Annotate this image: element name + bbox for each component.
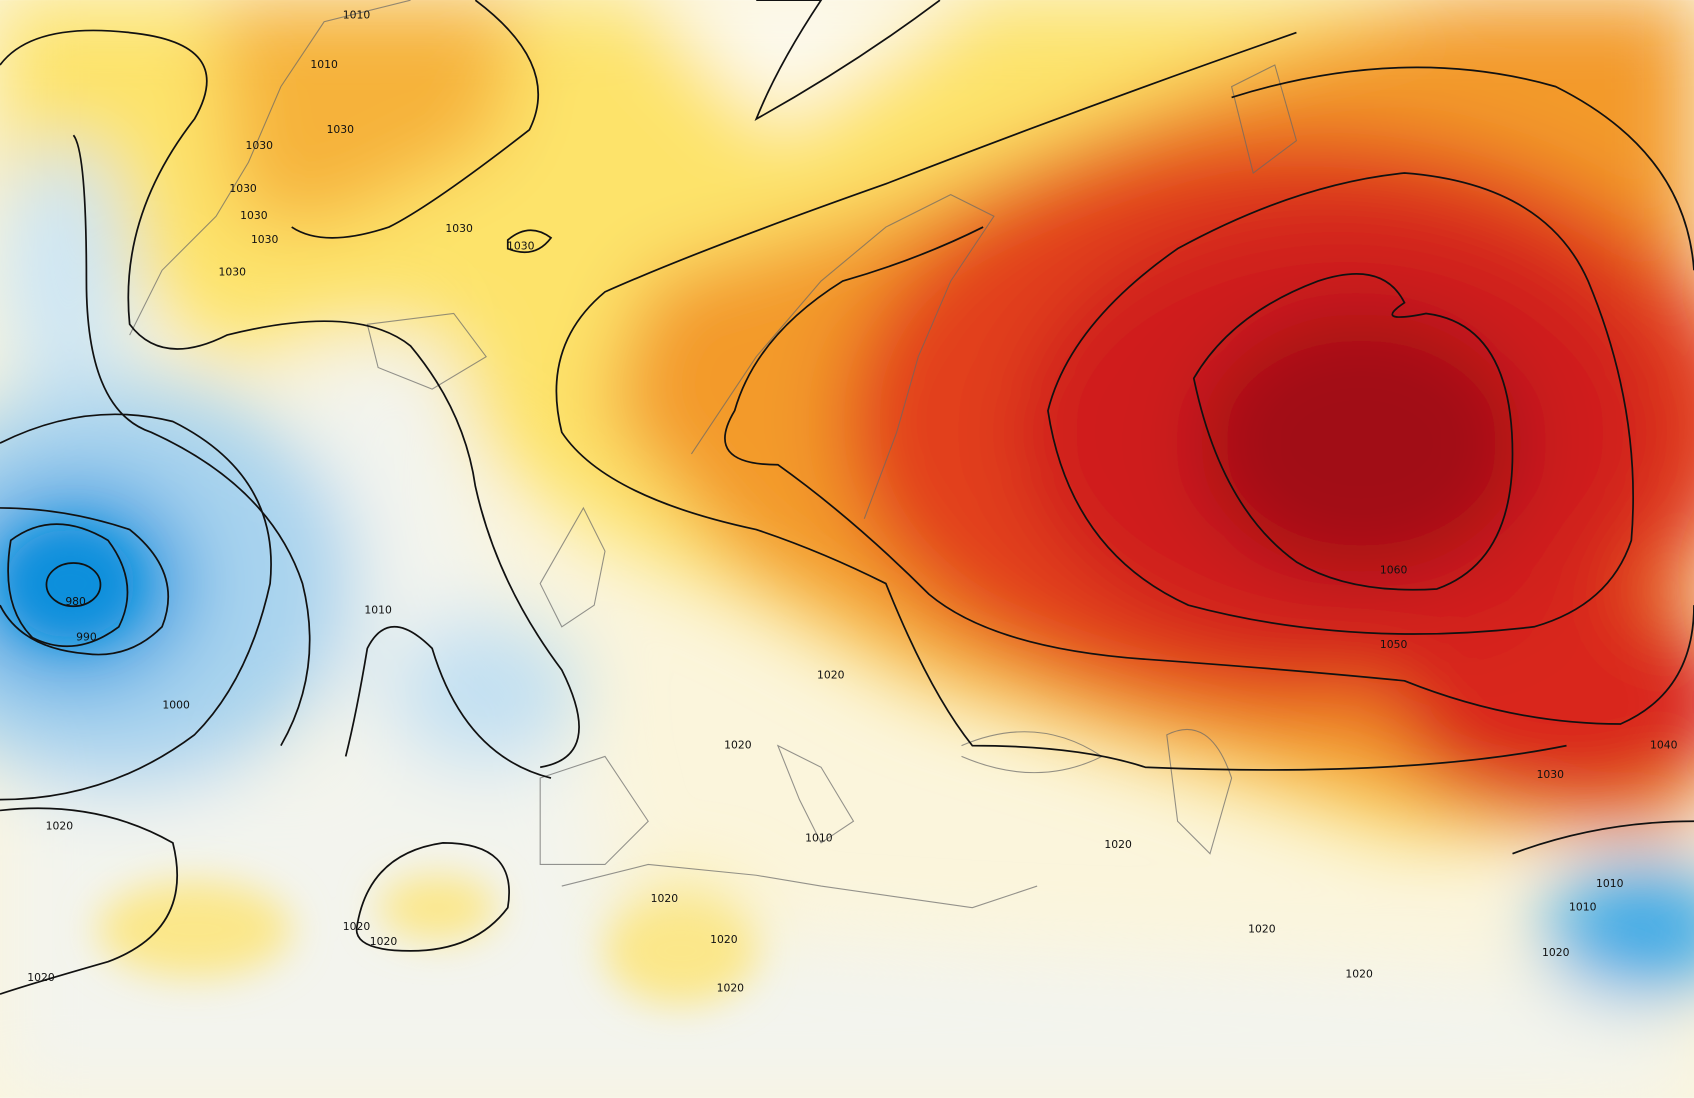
coastlines — [129, 0, 1298, 909]
isobar-label: 1010 — [1569, 901, 1597, 914]
isobar-label: 1050 — [1380, 638, 1408, 651]
isobar-label: 1030 — [246, 139, 274, 152]
isobar-label: 1040 — [1650, 739, 1678, 752]
isobar-label: 1020 — [817, 668, 845, 681]
isobar-label: 1000 — [162, 699, 190, 712]
isobar-label: 1030 — [251, 233, 279, 246]
isobar-label: 1020 — [27, 971, 55, 984]
isobar-label: 1030 — [1537, 768, 1565, 781]
isobar-label: 1030 — [229, 182, 257, 195]
isobar-label: 1030 — [240, 209, 268, 222]
isobar-label: 990 — [76, 631, 97, 644]
isobar-label: 1020 — [46, 820, 74, 833]
isobar-label: 1010 — [364, 604, 392, 617]
isobar-label: 1020 — [1104, 838, 1132, 851]
isobar-label: 1020 — [1542, 946, 1570, 959]
isobar-label: 1020 — [717, 982, 745, 995]
isobar-label: 1020 — [651, 892, 679, 905]
isobar-label: 1010 — [1596, 877, 1624, 890]
isobar-label: 1020 — [710, 933, 738, 946]
isobar-label: 1020 — [343, 920, 371, 933]
isobar-label: 1010 — [805, 832, 833, 845]
isobar-label: 1030 — [327, 123, 355, 136]
isobar-label: 1030 — [507, 240, 535, 253]
isobar-label: 1020 — [724, 739, 752, 752]
isobar-label: 1030 — [445, 222, 473, 235]
isobar-label: 1020 — [1345, 968, 1373, 981]
isobar-label: 1010 — [310, 58, 338, 71]
isobars — [0, 0, 1694, 995]
isobar-label: 1060 — [1380, 564, 1408, 577]
isobar-label: 1020 — [1248, 922, 1276, 935]
isobar-label: 1010 — [343, 8, 371, 21]
isobar-label: 1030 — [219, 265, 247, 278]
isobar-labels: 1010 1010 1030 1030 1030 1030 1030 1030 1030 1030… — [27, 8, 1677, 994]
isobar-label: 1020 — [370, 935, 398, 948]
isobar-label: 980 — [65, 595, 86, 608]
